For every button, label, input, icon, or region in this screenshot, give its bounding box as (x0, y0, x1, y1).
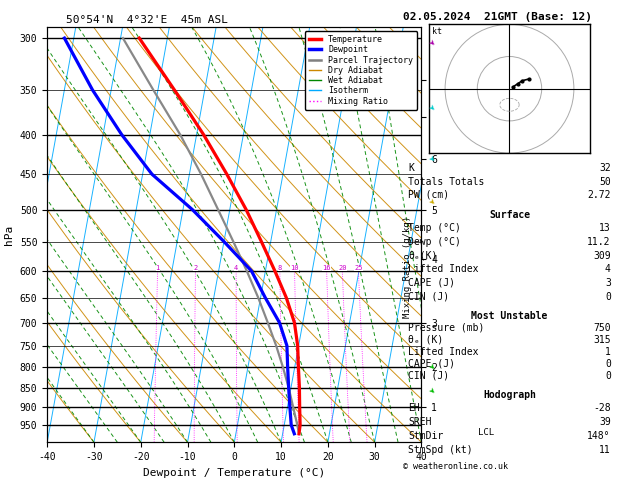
Text: 39: 39 (599, 417, 611, 427)
X-axis label: Dewpoint / Temperature (°C): Dewpoint / Temperature (°C) (143, 468, 325, 478)
Text: Lifted Index: Lifted Index (408, 347, 479, 357)
Text: Lifted Index: Lifted Index (408, 264, 479, 274)
Text: 4: 4 (234, 265, 238, 271)
Text: SREH: SREH (408, 417, 431, 427)
Text: 1: 1 (155, 265, 160, 271)
Text: 32: 32 (599, 163, 611, 174)
Text: 0: 0 (605, 371, 611, 381)
Text: 10: 10 (290, 265, 299, 271)
Text: EH: EH (408, 403, 420, 414)
Text: 25: 25 (354, 265, 362, 271)
Text: 11.2: 11.2 (587, 237, 611, 247)
Text: PW (cm): PW (cm) (408, 190, 449, 200)
Text: CAPE (J): CAPE (J) (408, 359, 455, 369)
Text: ➤: ➤ (425, 197, 437, 208)
Text: kt: kt (432, 27, 442, 36)
Text: CAPE (J): CAPE (J) (408, 278, 455, 288)
Text: CIN (J): CIN (J) (408, 371, 449, 381)
Text: 309: 309 (593, 251, 611, 260)
Text: -28: -28 (593, 403, 611, 414)
Text: 1: 1 (605, 347, 611, 357)
Text: Pressure (mb): Pressure (mb) (408, 323, 484, 333)
Text: K: K (408, 163, 414, 174)
Text: ➤: ➤ (425, 103, 437, 114)
Text: 2: 2 (193, 265, 198, 271)
Text: 750: 750 (593, 323, 611, 333)
Text: 3: 3 (605, 278, 611, 288)
Text: 315: 315 (593, 335, 611, 345)
Text: ➤: ➤ (425, 153, 437, 165)
Text: StmSpd (kt): StmSpd (kt) (408, 445, 473, 454)
Text: θₑ(K): θₑ(K) (408, 251, 438, 260)
Legend: Temperature, Dewpoint, Parcel Trajectory, Dry Adiabat, Wet Adiabat, Isotherm, Mi: Temperature, Dewpoint, Parcel Trajectory… (305, 31, 417, 110)
Text: 50: 50 (599, 176, 611, 187)
Text: Surface: Surface (489, 210, 530, 220)
Text: Temp (°C): Temp (°C) (408, 224, 461, 233)
Text: StmDir: StmDir (408, 431, 443, 441)
Text: Hodograph: Hodograph (483, 390, 536, 399)
Text: 02.05.2024  21GMT (Base: 12): 02.05.2024 21GMT (Base: 12) (403, 12, 591, 22)
Text: θₑ (K): θₑ (K) (408, 335, 443, 345)
Text: 11: 11 (599, 445, 611, 454)
Text: ➤: ➤ (425, 386, 437, 398)
Text: Totals Totals: Totals Totals (408, 176, 484, 187)
Text: 0: 0 (605, 359, 611, 369)
Text: © weatheronline.co.uk: © weatheronline.co.uk (403, 462, 508, 471)
Text: ➤: ➤ (425, 38, 437, 50)
Text: ➤: ➤ (425, 362, 437, 373)
Text: 0: 0 (605, 292, 611, 301)
Text: 13: 13 (599, 224, 611, 233)
Text: 4: 4 (605, 264, 611, 274)
Y-axis label: hPa: hPa (4, 225, 14, 244)
Text: 8: 8 (277, 265, 282, 271)
Text: CIN (J): CIN (J) (408, 292, 449, 301)
Text: Mixing Ratio (g/kg): Mixing Ratio (g/kg) (403, 216, 412, 318)
Text: 2.72: 2.72 (587, 190, 611, 200)
Text: Most Unstable: Most Unstable (471, 311, 548, 321)
Text: 148°: 148° (587, 431, 611, 441)
Text: 20: 20 (338, 265, 347, 271)
Text: 50°54'N  4°32'E  45m ASL: 50°54'N 4°32'E 45m ASL (66, 15, 228, 25)
Text: LCL: LCL (477, 428, 494, 436)
Text: 16: 16 (322, 265, 331, 271)
Text: Dewp (°C): Dewp (°C) (408, 237, 461, 247)
